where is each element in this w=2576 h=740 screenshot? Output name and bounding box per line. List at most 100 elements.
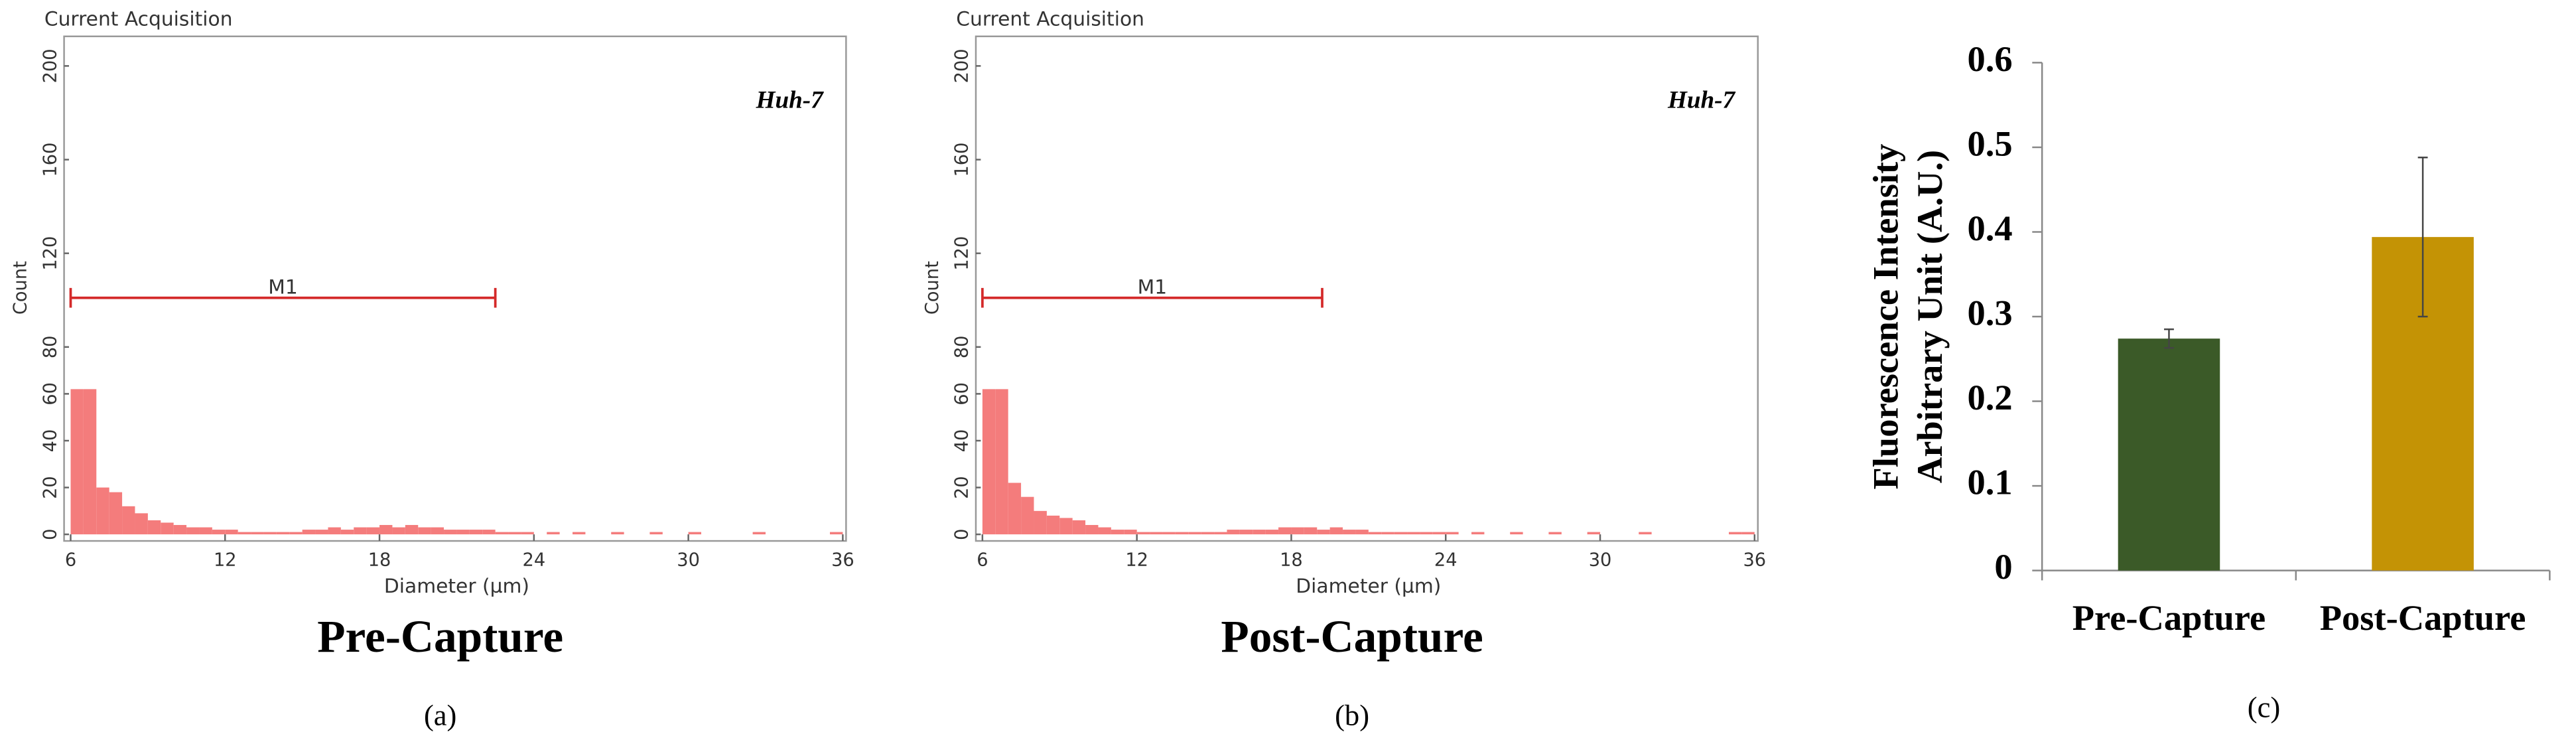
- y-tick-label: 200: [40, 48, 60, 83]
- x-tick-label: 36: [1743, 550, 1766, 570]
- y-tick-label: 20: [40, 476, 60, 499]
- histogram-bar: [1278, 527, 1292, 535]
- histogram-bar: [70, 389, 84, 535]
- histogram-bar: [392, 527, 405, 535]
- histogram-bar: [289, 532, 303, 535]
- histogram-bar: [495, 532, 509, 535]
- histogram-bar: [995, 389, 1008, 535]
- histogram-bar: [1162, 532, 1176, 535]
- x-tick-label: 36: [831, 550, 854, 570]
- histogram-bar: [752, 532, 766, 535]
- histogram-bar: [379, 525, 393, 535]
- y-tick-label: 0: [952, 528, 973, 540]
- histogram-bar: [173, 525, 187, 535]
- histogram-bar: [1227, 530, 1240, 535]
- x-tick-label: 18: [368, 550, 391, 570]
- x-tick-label: 24: [1434, 550, 1457, 570]
- histogram-bar: [1034, 510, 1047, 535]
- histogram-bar: [1368, 532, 1382, 535]
- histogram-bar: [1510, 532, 1523, 535]
- histogram-bar: [225, 530, 238, 535]
- histogram-bar: [1214, 532, 1227, 535]
- acquisition-title: Current Acquisition: [44, 8, 233, 31]
- histogram-bar: [405, 525, 419, 535]
- histogram-bar: [1729, 532, 1742, 535]
- histogram-bar: [1021, 496, 1034, 535]
- y-tick-label: 0.3: [1968, 293, 2013, 333]
- histogram-bar: [1639, 532, 1652, 535]
- histogram-bar: [354, 527, 367, 535]
- histogram-bar: [1150, 532, 1163, 535]
- histogram-bar: [1381, 532, 1394, 535]
- histogram-bar: [444, 530, 457, 535]
- histogram-bar: [1317, 530, 1330, 535]
- histogram-bar: [251, 532, 264, 535]
- histogram-bar: [688, 532, 702, 535]
- histogram-bar: [122, 506, 135, 535]
- histogram-bar: [456, 530, 470, 535]
- histogram-bar: [302, 530, 316, 535]
- histogram-bar: [611, 532, 624, 535]
- y-tick-label: 160: [40, 143, 60, 177]
- cell-line-label: Huh-7: [1667, 86, 1736, 113]
- x-tick-label: 6: [977, 550, 988, 570]
- histogram-bar: [1355, 530, 1369, 535]
- x-tick-label: 18: [1280, 550, 1303, 570]
- y-tick-label: 0.1: [1968, 462, 2013, 502]
- x-tick-label: Post-Capture: [2320, 597, 2526, 638]
- bar: [2118, 338, 2220, 571]
- histogram-bar: [469, 530, 483, 535]
- plot-frame: [975, 35, 1759, 542]
- histogram-bar: [1741, 532, 1755, 535]
- histogram-bar: [1420, 532, 1433, 535]
- histogram-bar: [96, 487, 109, 535]
- y-tick-label: 0.2: [1968, 377, 2013, 417]
- histogram-bar: [315, 530, 328, 535]
- histogram-bar: [1059, 518, 1073, 535]
- panel-caption: (b): [1335, 699, 1369, 732]
- y-tick-label: 120: [952, 236, 973, 271]
- histogram-bar: [328, 527, 341, 535]
- histogram-bar: [263, 532, 277, 535]
- histogram-bar: [1098, 527, 1111, 535]
- x-tick-label: 30: [1589, 550, 1612, 570]
- histogram-bar: [1432, 532, 1446, 535]
- histogram-bar: [1008, 482, 1022, 535]
- x-axis-label: Diameter (µm): [1296, 575, 1441, 598]
- acquisition-title: Current Acquisition: [956, 8, 1144, 31]
- histogram-bar: [340, 530, 354, 535]
- histogram-bar: [1046, 515, 1060, 535]
- histogram-bar: [649, 532, 663, 535]
- histogram-bar: [366, 527, 380, 535]
- histogram-bar: [1471, 532, 1485, 535]
- histogram-bar: [276, 532, 290, 535]
- y-tick-label: 0.6: [1968, 38, 2013, 79]
- histogram-bar: [1407, 532, 1420, 535]
- histogram-bar: [161, 522, 174, 535]
- x-tick-label: 6: [65, 550, 76, 570]
- x-tick-label: 30: [677, 550, 700, 570]
- y-axis-label: Fluorescence Intensity: [1865, 144, 1905, 490]
- y-tick-label: 80: [952, 336, 973, 359]
- histogram-bar: [1136, 532, 1150, 535]
- marker-label: M1: [268, 275, 298, 299]
- histogram-bar: [186, 527, 200, 535]
- panel-caption: (c): [2248, 690, 2280, 723]
- y-axis-label: Count: [11, 261, 31, 315]
- y-tick-label: 60: [40, 382, 60, 406]
- y-tick-label: 40: [40, 429, 60, 453]
- y-tick-label: 0: [40, 528, 60, 540]
- y-tick-label: 0: [1994, 546, 2012, 587]
- y-axis-label: Count: [922, 261, 943, 315]
- histogram-bar: [508, 532, 521, 535]
- x-tick-label: 12: [1125, 550, 1148, 570]
- y-tick-label: 0.4: [1968, 208, 2013, 248]
- y-tick-label: 0.5: [1968, 123, 2013, 163]
- histogram-bar: [418, 527, 431, 535]
- histogram-bar: [109, 492, 123, 535]
- histogram-bar: [521, 532, 534, 535]
- histogram-bar: [1265, 530, 1279, 535]
- histogram-bar: [1124, 530, 1137, 535]
